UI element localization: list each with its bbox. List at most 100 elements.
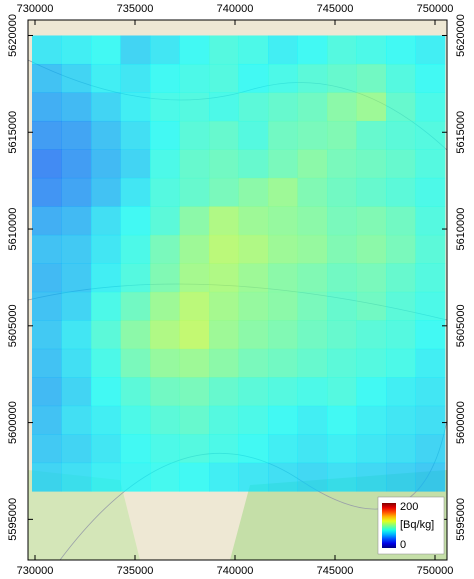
raster-cell bbox=[386, 63, 416, 93]
raster-cell bbox=[327, 320, 357, 350]
raster-cell bbox=[120, 234, 151, 264]
raster-cell bbox=[32, 120, 62, 150]
y-tick-label: 5605000 bbox=[455, 304, 467, 347]
raster-cell bbox=[61, 291, 92, 321]
raster-cell bbox=[179, 405, 210, 435]
raster-cell bbox=[415, 320, 446, 350]
raster-cell bbox=[120, 149, 151, 179]
raster-cell bbox=[91, 206, 121, 236]
raster-cell bbox=[415, 377, 446, 407]
raster-cell bbox=[327, 234, 357, 264]
raster-cell bbox=[91, 92, 121, 122]
raster-cell bbox=[386, 348, 416, 378]
raster-cell bbox=[268, 263, 298, 293]
raster-cell bbox=[179, 377, 210, 407]
raster-cell bbox=[32, 291, 62, 321]
raster-cell bbox=[356, 405, 387, 435]
raster-cell bbox=[179, 177, 210, 207]
raster-cell bbox=[179, 206, 210, 236]
raster-cell bbox=[209, 348, 239, 378]
raster-cell bbox=[327, 35, 357, 65]
raster-cell bbox=[327, 462, 357, 492]
raster-cell bbox=[356, 320, 387, 350]
raster-cell bbox=[415, 92, 446, 122]
raster-cell bbox=[386, 263, 416, 293]
y-tick-label: 5615000 bbox=[7, 111, 19, 154]
raster-cell bbox=[179, 462, 210, 492]
raster-cell bbox=[268, 462, 298, 492]
raster-cell bbox=[327, 434, 357, 464]
raster-cell bbox=[268, 92, 298, 122]
raster-cell bbox=[120, 92, 151, 122]
raster-cell bbox=[209, 177, 239, 207]
raster-cell bbox=[32, 92, 62, 122]
raster-cell bbox=[356, 462, 387, 492]
raster-cell bbox=[386, 35, 416, 65]
raster-cell bbox=[356, 63, 387, 93]
raster-cell bbox=[238, 206, 269, 236]
raster-cell bbox=[61, 263, 92, 293]
y-tick-label: 5605000 bbox=[7, 304, 19, 347]
raster-cell bbox=[61, 149, 92, 179]
raster-cell bbox=[327, 348, 357, 378]
raster-cell bbox=[32, 263, 62, 293]
raster-cell bbox=[91, 234, 121, 264]
raster-cell bbox=[238, 263, 269, 293]
raster-cell bbox=[32, 234, 62, 264]
raster-cell bbox=[297, 348, 328, 378]
raster-cell bbox=[150, 63, 180, 93]
raster-cell bbox=[120, 35, 151, 65]
map-frame bbox=[27, 19, 448, 561]
raster-cell bbox=[386, 206, 416, 236]
raster-cell bbox=[32, 377, 62, 407]
raster-cell bbox=[209, 63, 239, 93]
raster-cell bbox=[150, 377, 180, 407]
raster-cell bbox=[61, 462, 92, 492]
raster-cell bbox=[179, 291, 210, 321]
raster-cell bbox=[297, 92, 328, 122]
raster-cell bbox=[415, 149, 446, 179]
raster-cell bbox=[120, 320, 151, 350]
raster-cell bbox=[297, 462, 328, 492]
raster-cell bbox=[356, 434, 387, 464]
raster-cell bbox=[238, 63, 269, 93]
raster-cell bbox=[120, 348, 151, 378]
raster-cell bbox=[32, 149, 62, 179]
raster-cell bbox=[150, 206, 180, 236]
raster-cell bbox=[150, 234, 180, 264]
raster-cell bbox=[297, 206, 328, 236]
raster-cell bbox=[91, 320, 121, 350]
raster-cell bbox=[356, 291, 387, 321]
raster-cell bbox=[120, 120, 151, 150]
raster-cell bbox=[179, 92, 210, 122]
x-tick-label: 730000 bbox=[17, 3, 54, 15]
raster-cell bbox=[61, 234, 92, 264]
raster-layer bbox=[32, 35, 446, 492]
raster-cell bbox=[268, 35, 298, 65]
raster-cell bbox=[32, 35, 62, 65]
raster-cell bbox=[91, 63, 121, 93]
raster-cell bbox=[268, 291, 298, 321]
raster-cell bbox=[32, 320, 62, 350]
raster-cell bbox=[415, 348, 446, 378]
raster-cell bbox=[415, 263, 446, 293]
raster-cell bbox=[209, 35, 239, 65]
raster-cell bbox=[32, 348, 62, 378]
x-tick-label: 750000 bbox=[417, 565, 454, 577]
raster-cell bbox=[150, 434, 180, 464]
colorbar-max: 200 bbox=[400, 501, 418, 513]
colorbar-min: 0 bbox=[400, 539, 406, 551]
colorbar bbox=[382, 503, 396, 548]
raster-cell bbox=[238, 462, 269, 492]
raster-cell bbox=[61, 348, 92, 378]
raster-cell bbox=[327, 92, 357, 122]
raster-cell bbox=[179, 348, 210, 378]
raster-cell bbox=[386, 234, 416, 264]
raster-cell bbox=[150, 405, 180, 435]
raster-cell bbox=[238, 320, 269, 350]
raster-cell bbox=[120, 462, 151, 492]
x-tick-label: 740000 bbox=[217, 3, 254, 15]
y-tick-label: 5600000 bbox=[7, 401, 19, 444]
raster-cell bbox=[61, 320, 92, 350]
